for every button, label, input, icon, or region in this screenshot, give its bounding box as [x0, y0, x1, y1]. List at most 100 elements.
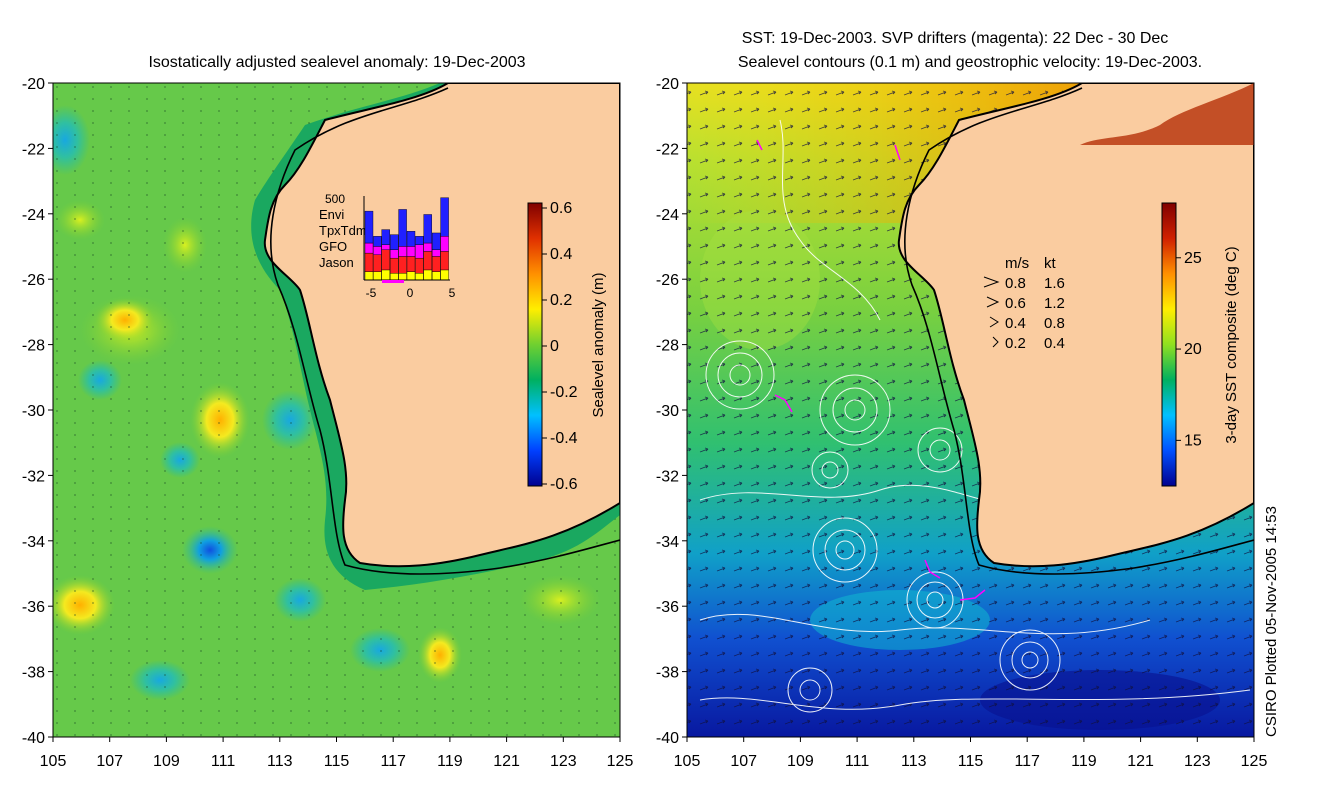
inset-bar-segment: [432, 249, 441, 257]
lon-tick-label: 117: [1014, 753, 1040, 770]
inset-bar-segment: [364, 210, 374, 244]
lon-tick-label: 121: [1127, 753, 1154, 770]
lat-tick-label: -40: [22, 730, 45, 747]
lon-tick-label: 109: [787, 753, 814, 770]
lon-tick-label: 113: [267, 753, 293, 770]
right-colorbar-tick-label: 25: [1184, 250, 1202, 267]
lon-tick-label: 105: [40, 753, 67, 770]
right-colorbar: 25 20 15 3-day SST composite (deg C): [1161, 202, 1240, 487]
lat-tick-label: -22: [656, 141, 679, 158]
lon-tick-label: 111: [211, 753, 235, 770]
speed-arrow-icon: [983, 276, 1000, 288]
inset-xtick-label: 5: [449, 286, 456, 300]
right-colorbar-tick-label: 15: [1184, 432, 1202, 449]
inset-bar-segment: [390, 234, 399, 250]
inset-bars: [364, 197, 449, 281]
lat-tick-label: -38: [656, 665, 679, 682]
speed-legend-kt: 0.8: [1044, 315, 1065, 332]
left-colorbar-ticks: 0.6 0.4 0.2 0 -0.2 -0.4 -0.6: [542, 200, 578, 493]
lon-tick-label: 113: [901, 753, 927, 770]
inset-bar-segment: [432, 256, 441, 272]
inset-bar-segment: [381, 229, 390, 245]
inset-legend-item: GFO: [319, 239, 347, 254]
lat-tick-label: -20: [22, 76, 45, 93]
inset-bar-segment: [364, 271, 374, 281]
lat-tick-label: -36: [656, 599, 679, 616]
right-title-line1: SST: 19-Dec-2003. SVP drifters (magenta)…: [742, 30, 1169, 47]
lon-tick-label: 117: [380, 753, 406, 770]
right-colorbar-label: 3-day SST composite (deg C): [1223, 246, 1240, 443]
left-colorbar-tick-label: 0.6: [550, 200, 572, 217]
inset-bar-segment: [440, 197, 449, 237]
inset-xticks: -5 0 5: [366, 286, 456, 300]
speed-legend-header-ms: m/s: [1005, 255, 1029, 272]
inset-bar-segment: [406, 246, 416, 257]
lat-tick-label: -32: [656, 468, 679, 485]
inset-bar-segment: [432, 232, 441, 250]
speed-legend-kt: 1.6: [1044, 275, 1065, 292]
inset-bar-segment: [440, 251, 449, 271]
inset-legend-item: Envi: [319, 207, 344, 222]
inset-bar-segment: [398, 256, 407, 274]
lat-tick-label: -22: [22, 141, 45, 158]
lat-tick-label: -34: [22, 534, 45, 551]
axis-ticks: 105 107 109 111 113 115 117 119 121 123 125 -20 -22 -…: [22, 76, 1268, 770]
inset-xtick-label: -5: [366, 286, 377, 300]
inset-bar-segment: [373, 236, 382, 247]
inset-bar-segment: [440, 269, 449, 281]
left-colorbar-tick-label: -0.4: [550, 430, 578, 447]
left-title: Isostatically adjusted sealevel anomaly:…: [148, 54, 525, 71]
speed-legend-ms: 0.8: [1005, 275, 1026, 292]
left-colorbar-tick-label: 0: [550, 338, 559, 355]
lat-tick-label: -34: [656, 534, 679, 551]
inset-bar-segment: [423, 269, 432, 281]
inset-bar-segment: [373, 254, 382, 272]
inset-bar-segment: [415, 273, 424, 281]
inset-bar-segment: [423, 251, 432, 271]
inset-bar-segment: [406, 231, 416, 247]
speed-legend-kt: 0.4: [1044, 335, 1065, 352]
inset-bar-segment: [432, 271, 441, 281]
inset-bar-segment: [381, 244, 390, 250]
right-title-line2: Sealevel contours (0.1 m) and geostrophi…: [738, 54, 1202, 71]
right-colorbar-tick-label: 20: [1184, 341, 1202, 358]
lat-tick-label: -36: [22, 599, 45, 616]
speed-legend: m/s kt 0.8 1.6 0.6 1.2 0.4 0.8 0.2 0.4: [983, 255, 1065, 352]
lon-tick-label: 107: [96, 753, 123, 770]
inset-top-label: 500: [325, 192, 345, 206]
lat-tick-label: -20: [656, 76, 679, 93]
lat-tick-label: -24: [22, 207, 45, 224]
inset-bar-segment: [398, 209, 407, 247]
lon-tick-label: 107: [730, 753, 757, 770]
lat-tick-label: -30: [656, 403, 679, 420]
lon-tick-label: 115: [324, 753, 350, 770]
lon-tick-label: 125: [607, 753, 634, 770]
speed-legend-kt: 1.2: [1044, 295, 1065, 312]
lon-tick-label: 123: [550, 753, 577, 770]
left-colorbar-gradient: [527, 202, 543, 487]
left-colorbar-label: Sealevel anomaly (m): [590, 272, 607, 417]
inset-bar-segment: [390, 249, 399, 259]
lon-tick-label: 125: [1241, 753, 1268, 770]
lon-tick-label: 121: [493, 753, 520, 770]
inset-legend-item: Jason: [319, 255, 354, 270]
lat-tick-label: -32: [22, 468, 45, 485]
inset-bar-segment: [373, 246, 382, 255]
lat-tick-label: -28: [656, 338, 679, 355]
inset-bar-segment: [381, 249, 390, 271]
lat-tick-label: -30: [22, 403, 45, 420]
inset-legend-item: TpxTdm: [319, 223, 367, 238]
inset-bar-segment: [398, 246, 407, 257]
right-map: [687, 83, 1254, 737]
right-colorbar-gradient: [1161, 202, 1177, 487]
lon-tick-label: 123: [1184, 753, 1211, 770]
inset-bar-segment: [398, 273, 407, 281]
inset-bar-segment: [415, 244, 424, 259]
lon-tick-label: 109: [153, 753, 180, 770]
lon-tick-label: 119: [1071, 753, 1097, 770]
inset-bar-segment: [364, 252, 374, 272]
inset-bar-segment: [440, 236, 449, 252]
inset-bar-segment: [423, 242, 432, 252]
lon-tick-label: 111: [845, 753, 869, 770]
